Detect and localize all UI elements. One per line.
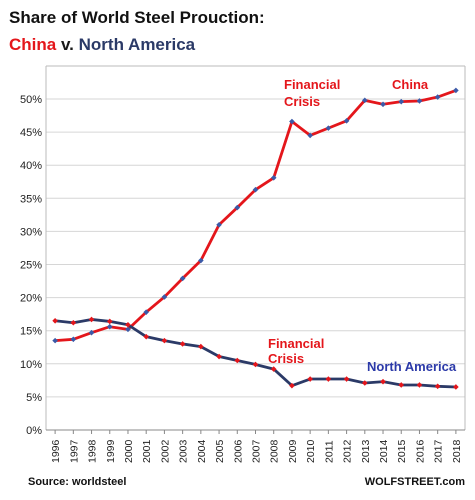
- data-point-china: [362, 97, 368, 104]
- data-point-china: [453, 87, 459, 94]
- data-point-north-america: [362, 380, 368, 386]
- annotation-china-financial: Financial: [284, 77, 340, 92]
- x-tick-label: 2011: [323, 440, 335, 463]
- data-point-north-america: [453, 384, 459, 390]
- data-point-north-america: [380, 378, 386, 385]
- annotation-na-crisis: Crisis: [268, 351, 304, 366]
- x-tick-label: 1998: [87, 439, 99, 463]
- data-point-north-america: [88, 316, 95, 323]
- subtitle-china: China: [9, 35, 57, 54]
- data-point-north-america: [125, 321, 131, 328]
- data-point-north-america: [270, 366, 277, 372]
- data-point-north-america: [216, 353, 222, 360]
- data-point-china: [416, 98, 423, 104]
- data-point-china: [106, 323, 113, 330]
- y-tick-label: 25%: [20, 260, 42, 272]
- x-tick-label: 2000: [123, 439, 135, 463]
- data-point-north-america: [434, 383, 441, 390]
- data-point-china: [198, 257, 204, 264]
- y-tick-label: 5%: [26, 392, 42, 404]
- data-point-china: [143, 309, 149, 315]
- data-point-china: [179, 275, 186, 282]
- x-tick-label: 2001: [141, 439, 153, 463]
- x-tick-label: 2003: [178, 439, 190, 463]
- y-tick-label: 0%: [26, 425, 42, 437]
- data-point-china: [88, 329, 95, 336]
- data-point-north-america: [52, 317, 58, 324]
- data-point-north-america: [70, 319, 77, 326]
- chart-title: Share of World Steel Prouction:: [9, 8, 265, 27]
- data-point-north-america: [398, 382, 405, 388]
- x-tick-label: 2018: [451, 439, 463, 463]
- x-tick-label: 2002: [159, 439, 171, 463]
- y-tick-label: 10%: [20, 359, 42, 371]
- data-point-north-america: [325, 376, 332, 382]
- data-point-north-america: [179, 341, 186, 347]
- y-tick-label: 20%: [20, 293, 42, 305]
- data-point-china: [125, 326, 131, 333]
- series-line-china: [55, 89, 457, 343]
- x-tick-label: 2005: [214, 439, 226, 463]
- data-point-north-america: [106, 318, 113, 325]
- data-point-north-america: [416, 382, 423, 388]
- subtitle-v: v.: [60, 35, 74, 54]
- data-point-china: [289, 118, 295, 125]
- x-tick-label: 2013: [360, 439, 372, 463]
- source-note: Source: worldsteel: [28, 476, 127, 488]
- x-tick-label: 2004: [196, 439, 208, 463]
- data-point-china: [252, 186, 259, 193]
- x-tick-label: 1999: [105, 439, 117, 463]
- data-point-china: [325, 125, 332, 131]
- series-line-north-america: [54, 318, 456, 389]
- data-point-china: [234, 204, 241, 211]
- y-tick-label: 30%: [20, 226, 42, 238]
- annotation-north-america-label: North America: [367, 359, 457, 374]
- data-point-north-america: [234, 357, 241, 364]
- data-point-china: [216, 221, 222, 228]
- x-tick-label: 1997: [68, 439, 80, 463]
- data-point-china: [70, 336, 77, 343]
- data-point-china: [398, 98, 405, 105]
- x-tick-label: 2012: [342, 439, 354, 463]
- x-tick-label: 2010: [305, 439, 317, 463]
- y-tick-label: 15%: [20, 326, 42, 338]
- data-point-china: [434, 94, 441, 100]
- annotation-china-label: China: [392, 77, 429, 92]
- y-tick-label: 40%: [20, 160, 42, 172]
- data-point-north-america: [198, 343, 204, 350]
- data-point-north-america: [252, 361, 259, 368]
- x-tick-label: 2015: [396, 439, 408, 463]
- x-tick-label: 2017: [433, 439, 445, 463]
- annotation-china-crisis: Crisis: [284, 94, 320, 109]
- y-tick-label: 35%: [20, 193, 42, 205]
- data-point-north-america: [343, 376, 350, 382]
- data-point-china: [161, 294, 168, 300]
- data-point-north-america: [289, 382, 295, 389]
- brand-label: WOLFSTREET.com: [364, 476, 465, 488]
- annotation-na-financial: Financial: [268, 336, 324, 351]
- data-point-china: [307, 132, 313, 139]
- data-point-china: [343, 118, 350, 124]
- data-point-china: [270, 174, 277, 181]
- data-point-north-america: [143, 333, 149, 340]
- x-tick-label: 2008: [269, 439, 281, 463]
- data-point-china: [380, 101, 386, 108]
- y-tick-label: 50%: [20, 94, 42, 106]
- data-point-north-america: [161, 337, 168, 344]
- x-tick-label: 2014: [378, 439, 390, 463]
- x-tick-label: 2016: [414, 439, 426, 463]
- data-point-north-america: [307, 376, 313, 382]
- data-point-china: [52, 337, 58, 344]
- chart-subtitle: China v. North America: [9, 35, 195, 55]
- y-tick-label: 45%: [20, 127, 42, 139]
- x-tick-label: 1996: [50, 439, 62, 463]
- x-tick-label: 2006: [232, 439, 244, 463]
- x-tick-label: 2007: [251, 439, 263, 463]
- subtitle-north-america: North America: [78, 35, 196, 54]
- x-tick-label: 2009: [287, 439, 299, 463]
